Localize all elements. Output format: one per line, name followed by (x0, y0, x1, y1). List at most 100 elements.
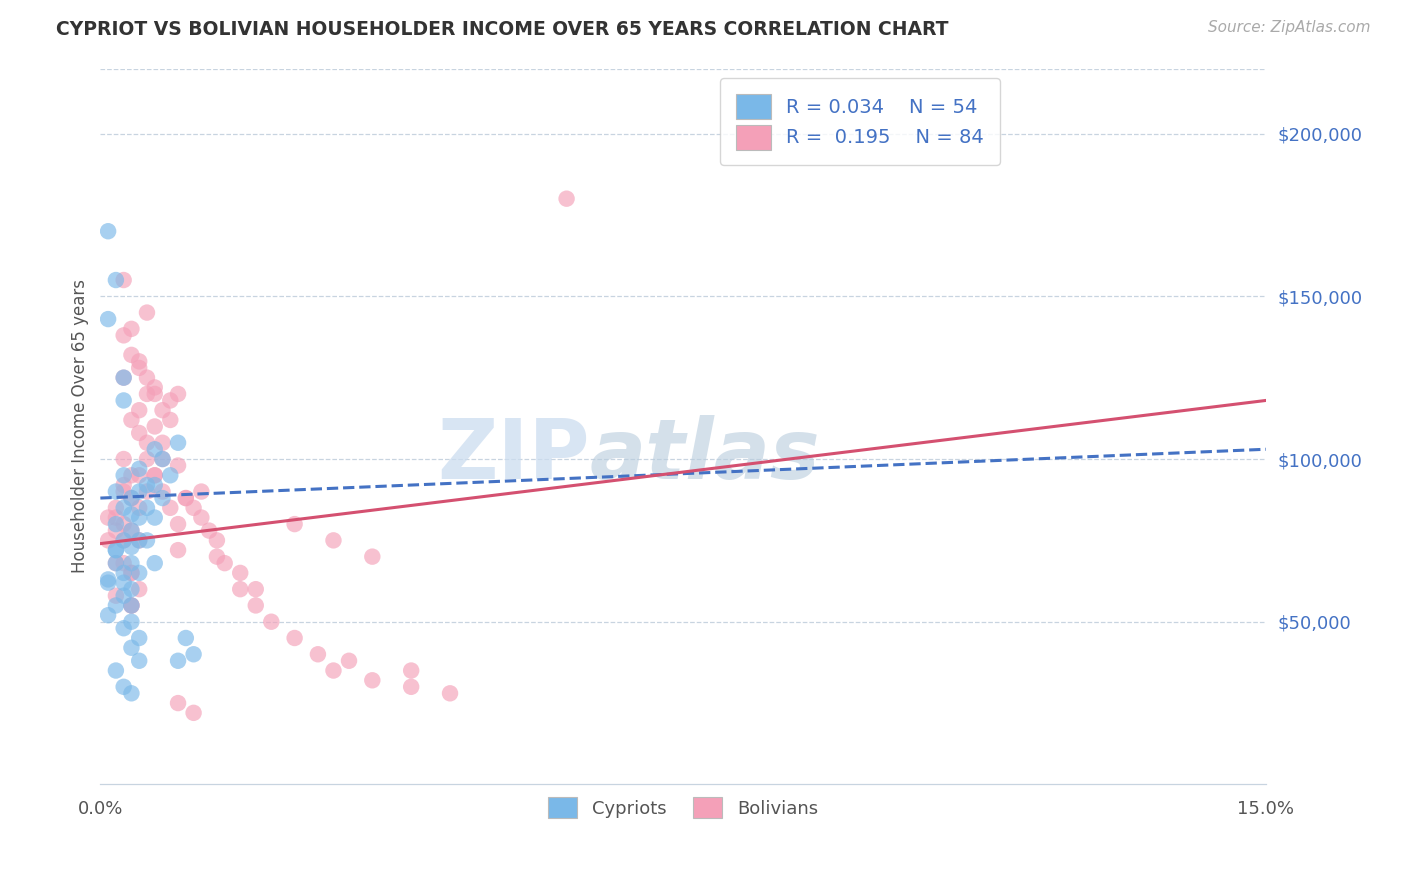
Point (159, 468, 181, 483)
Point (120, 599, 142, 613)
Point (112, 370, 135, 384)
Point (120, 599, 142, 613)
Point (439, 686, 461, 700)
Point (112, 468, 135, 483)
Point (112, 566, 135, 580)
Point (128, 654, 150, 668)
Point (167, 458, 190, 473)
Point (120, 640, 142, 655)
Point (120, 524, 142, 538)
Point (97, 575, 120, 590)
Point (136, 370, 159, 384)
Point (152, 452, 174, 467)
Point (167, 435, 190, 450)
Point (136, 452, 159, 467)
Point (120, 566, 142, 580)
Point (229, 582, 252, 597)
Point (159, 413, 181, 427)
Point (120, 491, 142, 505)
Point (112, 533, 135, 548)
Point (112, 393, 135, 408)
Point (174, 631, 197, 645)
Point (190, 484, 212, 499)
Point (128, 631, 150, 645)
Point (167, 654, 190, 668)
Point (112, 517, 135, 532)
Point (128, 566, 150, 580)
Point (120, 468, 142, 483)
Point (128, 354, 150, 368)
Point (245, 599, 267, 613)
Point (361, 673, 384, 688)
Point (104, 524, 127, 538)
Point (120, 491, 142, 505)
Point (128, 468, 150, 483)
Point (143, 468, 166, 483)
Point (104, 599, 127, 613)
Point (112, 478, 135, 492)
Point (205, 533, 228, 548)
Text: Source: ZipAtlas.com: Source: ZipAtlas.com (1208, 20, 1371, 35)
Point (337, 654, 360, 668)
Point (112, 452, 135, 467)
Point (112, 273, 135, 287)
Point (136, 500, 159, 515)
Point (128, 500, 150, 515)
Point (183, 500, 205, 515)
Point (112, 575, 135, 590)
Point (112, 500, 135, 515)
Point (112, 533, 135, 548)
Point (112, 556, 135, 570)
Legend: Cypriots, Bolivians: Cypriots, Bolivians (541, 790, 825, 825)
Point (104, 543, 127, 558)
Text: CYPRIOT VS BOLIVIAN HOUSEHOLDER INCOME OVER 65 YEARS CORRELATION CHART: CYPRIOT VS BOLIVIAN HOUSEHOLDER INCOME O… (56, 20, 949, 38)
Point (143, 387, 166, 401)
Point (128, 360, 150, 375)
Point (128, 510, 150, 524)
Point (97, 608, 120, 623)
Point (104, 517, 127, 532)
Point (152, 491, 174, 505)
Point (128, 403, 150, 417)
Point (152, 403, 174, 417)
Point (174, 491, 197, 505)
Point (97, 533, 120, 548)
Point (159, 500, 181, 515)
Point (104, 500, 127, 515)
Point (183, 706, 205, 720)
Point (136, 484, 159, 499)
Point (104, 664, 127, 678)
Point (152, 484, 174, 499)
Point (120, 615, 142, 629)
Point (284, 631, 307, 645)
Point (284, 517, 307, 532)
Text: atlas: atlas (591, 415, 821, 496)
Point (104, 510, 127, 524)
Point (245, 582, 267, 597)
Point (104, 273, 127, 287)
Point (174, 491, 197, 505)
Point (167, 696, 190, 710)
Point (112, 484, 135, 499)
Point (214, 556, 236, 570)
Point (136, 305, 159, 319)
Point (143, 380, 166, 394)
Point (120, 413, 142, 427)
Point (143, 478, 166, 492)
Point (128, 533, 150, 548)
Point (190, 510, 212, 524)
Point (97, 573, 120, 587)
Point (136, 533, 159, 548)
Point (361, 549, 384, 564)
Point (120, 348, 142, 362)
Point (104, 543, 127, 558)
Point (104, 484, 127, 499)
Point (120, 556, 142, 570)
Point (198, 524, 221, 538)
Point (120, 582, 142, 597)
Point (307, 647, 329, 661)
Point (112, 621, 135, 635)
Point (229, 566, 252, 580)
Point (322, 533, 344, 548)
Point (128, 462, 150, 476)
